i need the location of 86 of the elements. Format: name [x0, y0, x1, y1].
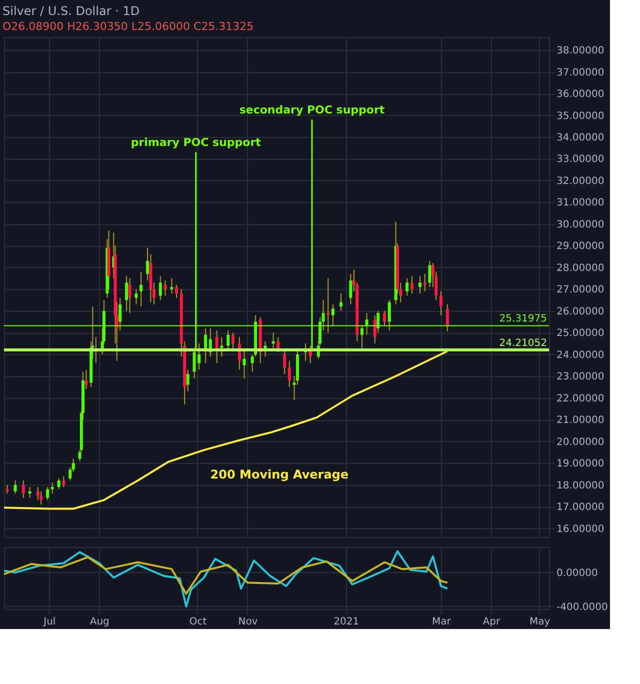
- candlestick: [349, 273, 352, 305]
- candlestick: [423, 273, 426, 292]
- y-tick-label: 16.00000: [556, 524, 604, 535]
- y-tick-label: 34.00000: [556, 132, 604, 144]
- line-series: [3, 550, 448, 608]
- y-tick-label: 24.00000: [556, 350, 604, 361]
- y-tick-label: 17.00000: [556, 502, 604, 514]
- candlestick: [288, 360, 291, 388]
- y-tick-label: 28.00000: [556, 262, 604, 274]
- candlestick: [84, 369, 88, 390]
- chart-title: Silver / U.S. Dollar · 1D: [2, 4, 140, 18]
- x-tick-label: Jul: [42, 616, 56, 628]
- y-tick-label: 21.00000: [556, 415, 604, 426]
- candlestick: [125, 276, 128, 312]
- candlestick: [446, 304, 449, 332]
- y-tick-label: 36.00000: [556, 89, 604, 100]
- line-series: [3, 350, 448, 510]
- candlestick: [272, 332, 275, 351]
- x-tick-label: May: [529, 616, 550, 628]
- y-tick-label: 26.00000: [556, 306, 604, 318]
- x-tick-label: Nov: [238, 616, 258, 628]
- candlestick: [331, 304, 334, 327]
- series-label: 200 Moving Average: [210, 467, 349, 482]
- candlestick: [326, 278, 330, 334]
- candlestick: [62, 476, 66, 488]
- x-tick-label: 2021: [334, 616, 360, 628]
- candlestick: [360, 326, 364, 348]
- ref-line-label: 25.31975: [499, 314, 547, 325]
- y-tick-label: 18.00000: [556, 480, 604, 492]
- candlestick: [175, 284, 178, 298]
- y-tick-label: 33.00000: [556, 154, 604, 166]
- y-tick-label: 30.00000: [556, 219, 604, 230]
- candlestick: [128, 278, 132, 314]
- candlestick: [46, 486, 50, 501]
- y-tick-label: 29.00000: [556, 241, 604, 252]
- candlestick: [220, 336, 224, 358]
- candlestick: [22, 480, 25, 498]
- candlestick: [57, 478, 60, 490]
- candlestick: [439, 290, 442, 316]
- candlestick: [186, 369, 190, 392]
- candlestick: [339, 293, 342, 312]
- y-tick-label: 23.00000: [556, 372, 604, 383]
- candlestick: [170, 278, 174, 294]
- x-tick-label: Oct: [189, 616, 207, 628]
- candlestick: [242, 350, 246, 379]
- ref-line-label: 24.21052: [499, 338, 547, 349]
- candlestick: [40, 490, 43, 505]
- candlestick: [373, 314, 376, 344]
- candlestick: [215, 330, 218, 364]
- y-tick-label: 20.00000: [556, 436, 604, 448]
- annotation: secondary POC support: [239, 104, 385, 117]
- y-tick-label: 22.00000: [556, 393, 604, 404]
- x-tick-label: Mar: [432, 616, 452, 628]
- candlestick: [410, 276, 414, 294]
- candlestick: [158, 276, 162, 301]
- candlestick: [231, 332, 234, 351]
- candlestick: [250, 354, 254, 372]
- candlestick: [140, 271, 143, 308]
- y-tick-label: 37.00000: [556, 67, 604, 78]
- x-tick-label: Apr: [482, 616, 501, 628]
- candlestick: [388, 300, 391, 331]
- x-tick-label: Aug: [90, 616, 110, 628]
- candlestick: [283, 350, 286, 374]
- candlestick: [134, 288, 138, 305]
- y-tick-label: 27.00000: [556, 284, 604, 296]
- candlestick: [164, 280, 167, 296]
- candlestick: [383, 310, 386, 327]
- y-tick-label: 38.00000: [556, 46, 604, 57]
- chart-subtitle: O26.08900 H26.30350 L25.06000 C25.31325: [2, 20, 254, 33]
- candlestick: [14, 480, 17, 494]
- y-tick-label: 35.00000: [556, 110, 604, 122]
- y-tick-label: 25.00000: [556, 328, 604, 340]
- line-series: [3, 556, 448, 595]
- candlestick: [36, 486, 40, 501]
- y-tick-label: -400.0000: [556, 602, 608, 613]
- candlestick: [226, 330, 230, 351]
- candlestick: [428, 260, 432, 288]
- y-tick-label: 31.00000: [556, 198, 604, 209]
- y-tick-label: 19.00000: [556, 458, 604, 470]
- y-tick-label: 32.00000: [556, 176, 604, 187]
- candlestick: [418, 276, 422, 294]
- candlestick: [28, 486, 32, 498]
- candlestick: [406, 278, 409, 296]
- annotation: primary POC support: [130, 136, 261, 150]
- y-tick-label: 0.00000: [556, 568, 598, 579]
- candlestick: [50, 482, 54, 494]
